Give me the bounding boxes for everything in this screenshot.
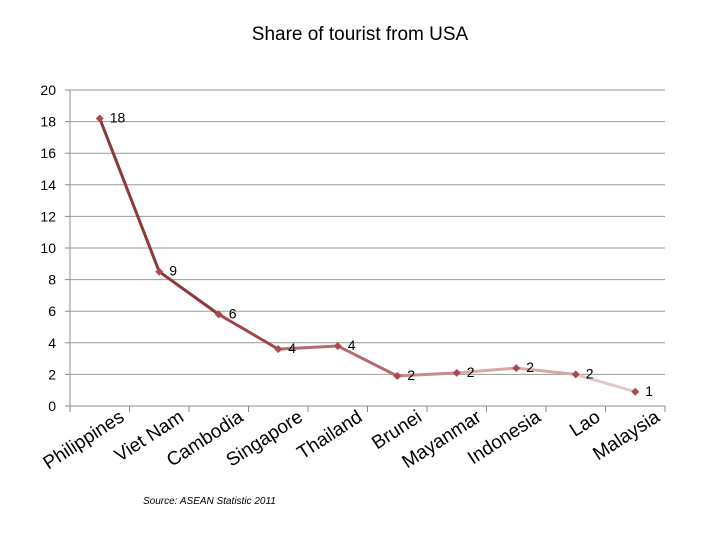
data-label: 2 bbox=[586, 365, 594, 381]
line-segment bbox=[157, 270, 221, 316]
data-point bbox=[95, 114, 104, 123]
y-tick-label: 4 bbox=[48, 335, 56, 351]
data-label: 2 bbox=[407, 367, 415, 383]
data-point bbox=[333, 341, 342, 350]
line-segment bbox=[98, 116, 161, 274]
data-point bbox=[214, 310, 223, 319]
gridlines bbox=[65, 89, 666, 412]
y-tick-label: 6 bbox=[48, 303, 56, 319]
y-tick-label: 18 bbox=[40, 114, 56, 130]
y-tick-label: 2 bbox=[48, 366, 56, 382]
line-segment bbox=[336, 344, 399, 378]
y-tick-label: 10 bbox=[40, 240, 56, 256]
data-point bbox=[452, 368, 461, 377]
data-label: 2 bbox=[467, 364, 475, 380]
data-point bbox=[512, 364, 521, 373]
y-tick-label: 8 bbox=[48, 272, 56, 288]
line-segment bbox=[276, 344, 340, 351]
data-label: 9 bbox=[169, 263, 177, 279]
data-point bbox=[274, 345, 283, 354]
data-labels: 18 9 6 4 4 2 2 2 2 1 bbox=[110, 109, 654, 398]
data-label: 4 bbox=[288, 340, 296, 356]
y-tick-label: 16 bbox=[40, 145, 56, 161]
x-tick-label: Lao bbox=[566, 407, 604, 442]
source-note: Source: ASEAN Statistic 2011 bbox=[143, 496, 276, 507]
y-tick-label: 0 bbox=[48, 398, 56, 414]
line-segment bbox=[455, 366, 518, 375]
data-label: 1 bbox=[645, 383, 653, 399]
line-segment bbox=[514, 366, 578, 376]
line-segment bbox=[217, 312, 280, 351]
y-tick-label: 14 bbox=[40, 177, 56, 193]
data-label: 18 bbox=[110, 109, 126, 125]
y-tick-label: 20 bbox=[40, 82, 56, 98]
series-line bbox=[98, 116, 637, 394]
x-tick-label: Philippines bbox=[40, 407, 129, 475]
data-point bbox=[631, 387, 640, 396]
data-label: 4 bbox=[348, 337, 356, 353]
data-label: 2 bbox=[526, 359, 534, 375]
chart-title: Share of tourist from USA bbox=[252, 24, 469, 45]
line-segment bbox=[395, 371, 459, 378]
y-tick-label: 12 bbox=[40, 208, 56, 224]
data-point bbox=[393, 371, 402, 380]
series-markers bbox=[95, 114, 640, 396]
x-tick-label: Thailand bbox=[294, 407, 367, 464]
data-label: 6 bbox=[229, 305, 237, 321]
data-point bbox=[571, 370, 580, 379]
y-axis-ticks: 0 2 4 6 8 10 12 14 16 18 20 bbox=[40, 82, 56, 414]
data-point bbox=[155, 267, 164, 276]
line-segment bbox=[574, 372, 637, 394]
x-tick-label: Malaysia bbox=[589, 406, 664, 465]
